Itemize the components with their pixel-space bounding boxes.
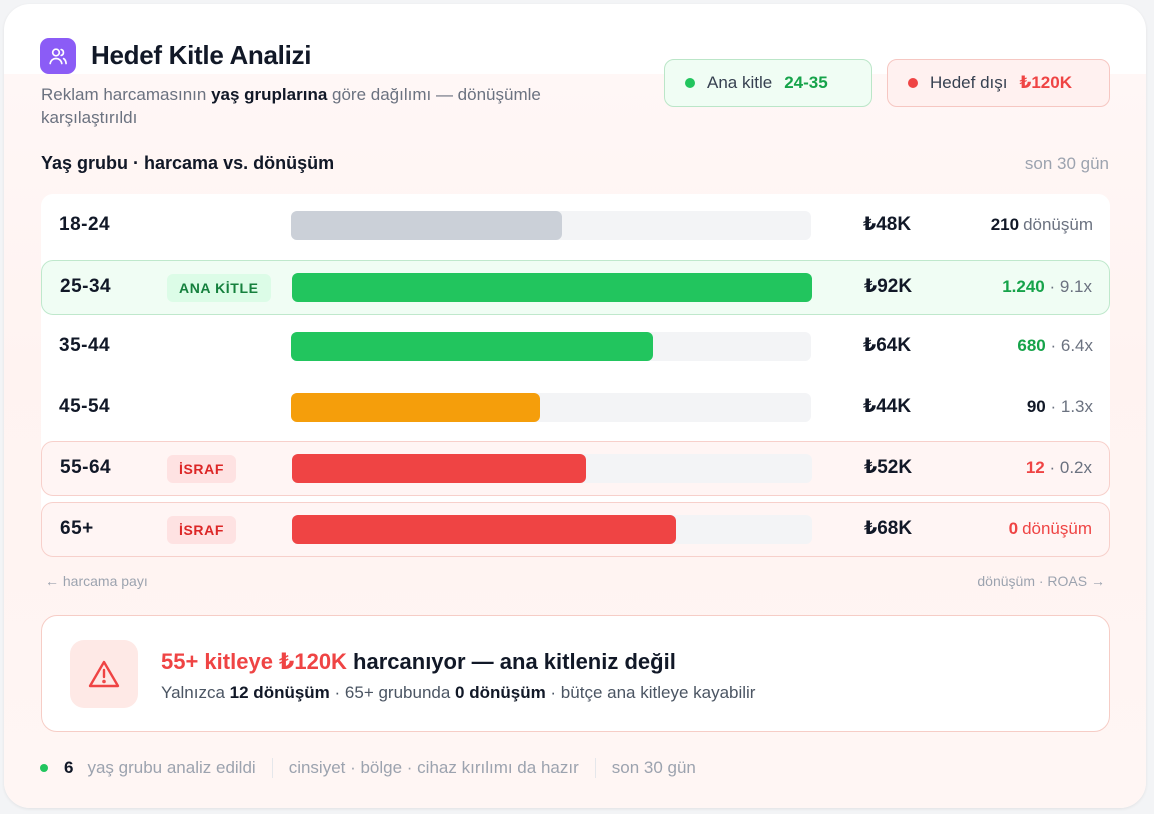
footer-divider (271, 758, 273, 778)
conversion-value: 12 · 0.2x (1026, 442, 1092, 494)
spend-bar (292, 272, 812, 302)
conversion-suffix: dönüşüm (1022, 519, 1092, 538)
age-label: 18-24 (59, 214, 111, 235)
age-label: 35-44 (59, 335, 111, 357)
footer-divider (594, 758, 596, 778)
conversion-count: 90 (1026, 396, 1046, 416)
alert-subtitle: Yalnızca 12 dönüşüm · 65+ grubunda 0 dön… (161, 683, 756, 702)
footer-extra: cinsiyet · bölge · cihaz kırılımı da haz… (288, 758, 579, 777)
analyzed-label: yaş grubu analiz edildi (87, 758, 256, 777)
age-label: 55-64 (60, 457, 112, 479)
spend-value: ₺44K (863, 395, 912, 417)
conversion-value: 90 · 1.3x (1027, 381, 1093, 433)
roas-value: 6.4x (1060, 336, 1093, 356)
bar-track (292, 515, 812, 544)
main-audience-badge: ANA KİTLE (167, 273, 271, 302)
spend-bar (291, 332, 653, 362)
bar-track (291, 332, 811, 362)
spend-value: ₺68K (864, 518, 913, 539)
age-label: 25-34 (60, 275, 112, 297)
page-subtitle: Reklam harcamasının yaş gruplarına göre … (41, 85, 541, 127)
footer-status: 6 yaş grubu analiz edildi cinsiyet · böl… (40, 757, 696, 779)
spend-bar (292, 515, 677, 544)
age-label: 65+ (60, 518, 94, 539)
users-icon (40, 38, 76, 74)
conversion-count: 12 (1025, 458, 1045, 478)
footer-period: son 30 gün (611, 758, 696, 777)
bar-track (292, 454, 812, 484)
conversion-value: 0 dönüşüm (1009, 503, 1092, 555)
roas-separator: · (1045, 336, 1061, 356)
axis-right-label: dönüşüm · ROAS → (977, 573, 1105, 589)
section-label: Yaş grubu · harcama vs. dönüşüm (41, 153, 335, 173)
chart-row: 18-24 ₺48K 210 dönüşüm (41, 199, 1110, 254)
conversion-value: 680 · 6.4x (1017, 320, 1093, 372)
waste-badge: İSRAF (167, 516, 236, 544)
off-target-pill: Hedef dışı ₺120K (887, 59, 1110, 107)
axis-left-label: ← harcama payı (45, 573, 148, 589)
main-audience-pill: Ana kitle 24-35 (664, 59, 872, 107)
roas-value: 9.1x (1059, 276, 1092, 296)
bar-track (291, 211, 811, 240)
conversion-value: 210 dönüşüm (991, 199, 1093, 251)
warning-triangle-icon (70, 640, 138, 708)
status-dot-icon (40, 764, 48, 772)
roas-separator: · (1045, 396, 1061, 416)
spend-value: ₺64K (863, 335, 912, 357)
chart-row: 55-64 İSRAF ₺52K 12 · 0.2x (41, 441, 1110, 497)
analyzed-count: 6 (64, 758, 74, 777)
spend-bar (291, 211, 563, 240)
spend-bar (291, 392, 540, 422)
chart-row: 45-54 ₺44K 90 · 1.3x (41, 381, 1110, 436)
audience-analysis-card: Hedef Kitle Analizi Reklam harcamasının … (4, 4, 1146, 808)
roas-separator: · (1044, 458, 1060, 478)
bar-track (292, 272, 812, 302)
conversion-suffix: dönüşüm (1023, 215, 1093, 234)
spend-value: ₺52K (864, 457, 913, 479)
spend-value: ₺92K (864, 275, 913, 297)
conversion-count: 210 (990, 215, 1020, 234)
chart-row: 25-34 ANA KİTLE ₺92K 1.240 · 9.1x (41, 259, 1110, 315)
chart-row: 35-44 ₺64K 680 · 6.4x (41, 320, 1110, 375)
alert-title: 55+ kitleye ₺120K harcanıyor — ana kitle… (161, 649, 676, 674)
chart-row: 65+ İSRAF ₺68K 0 dönüşüm (41, 502, 1110, 557)
red-dot-icon (908, 78, 918, 88)
bar-track (291, 392, 811, 422)
page-title: Hedef Kitle Analizi (91, 40, 312, 70)
spend-value: ₺48K (863, 214, 912, 235)
conversion-value: 1.240 · 9.1x (1002, 261, 1092, 313)
green-dot-icon (685, 78, 695, 88)
roas-value: 0.2x (1059, 458, 1092, 478)
section-period: son 30 gün (1024, 154, 1109, 173)
roas-separator: · (1044, 276, 1060, 296)
spend-bar (292, 454, 586, 484)
waste-badge: İSRAF (167, 455, 236, 484)
conversion-count: 1.240 (1002, 276, 1045, 296)
conversion-count: 0 (1008, 519, 1019, 538)
conversion-count: 680 (1017, 336, 1046, 356)
roas-value: 1.3x (1060, 396, 1093, 416)
age-label: 45-54 (59, 395, 111, 417)
waste-alert: 55+ kitleye ₺120K harcanıyor — ana kitle… (41, 615, 1110, 732)
